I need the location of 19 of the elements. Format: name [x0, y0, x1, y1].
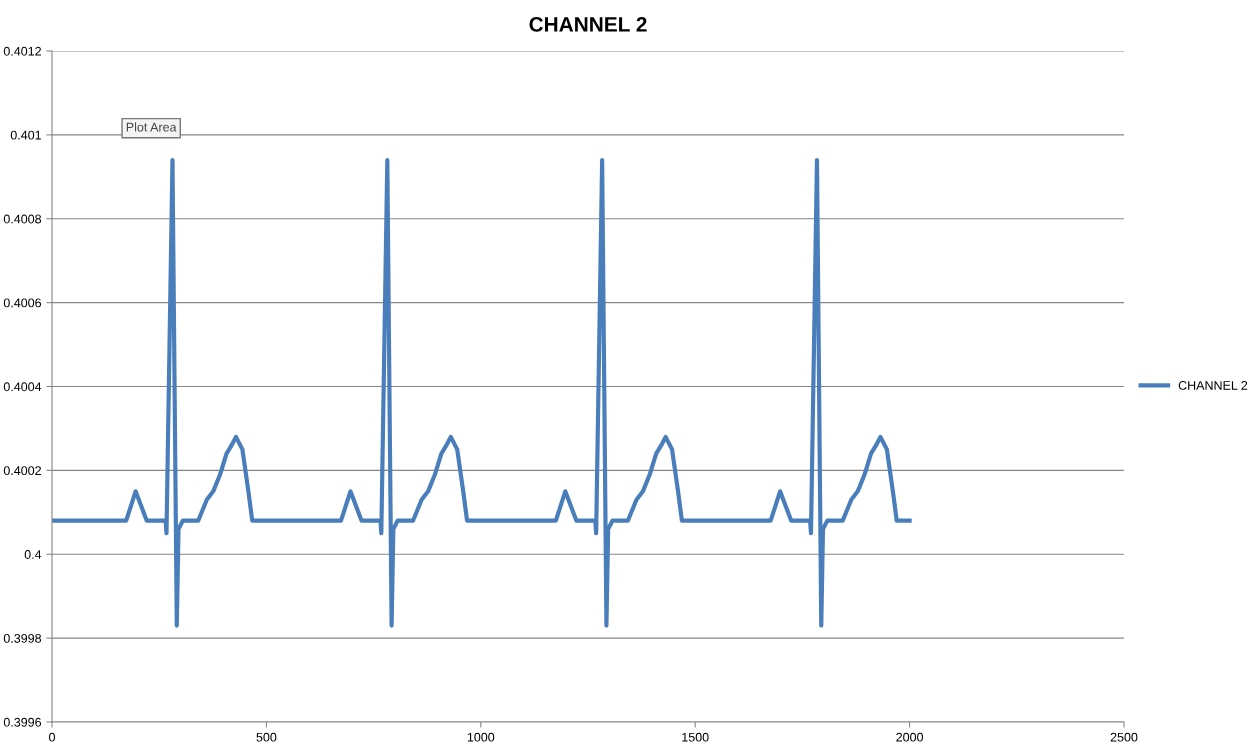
x-tick-label: 1000	[467, 732, 495, 742]
x-tick-label: 0	[49, 732, 55, 742]
legend-label: CHANNEL 2	[1178, 381, 1248, 390]
chart-title: CHANNEL 2	[529, 17, 647, 32]
y-tick-label: 0.4002	[3, 466, 41, 476]
y-tick-label: 0.4004	[3, 382, 42, 392]
y-tick-label: 0.3998	[3, 633, 42, 643]
line-series	[52, 157, 912, 628]
x-tick-label: 2500	[1110, 732, 1138, 742]
annotation: Plot Area	[126, 122, 177, 132]
y-tick-label: 0.401	[10, 130, 41, 140]
x-tick-label: 2000	[896, 732, 924, 742]
x-tick-label: 1500	[682, 732, 709, 742]
y-tick-label: 0.4008	[3, 214, 42, 224]
x-tick-label: 500	[256, 732, 277, 742]
y-tick-label: 0.4	[24, 550, 42, 559]
y-tick-label: 0.4012	[3, 46, 41, 56]
y-tick-label: 0.4006	[3, 298, 42, 308]
y-tick-label: 0.3996	[3, 717, 42, 727]
